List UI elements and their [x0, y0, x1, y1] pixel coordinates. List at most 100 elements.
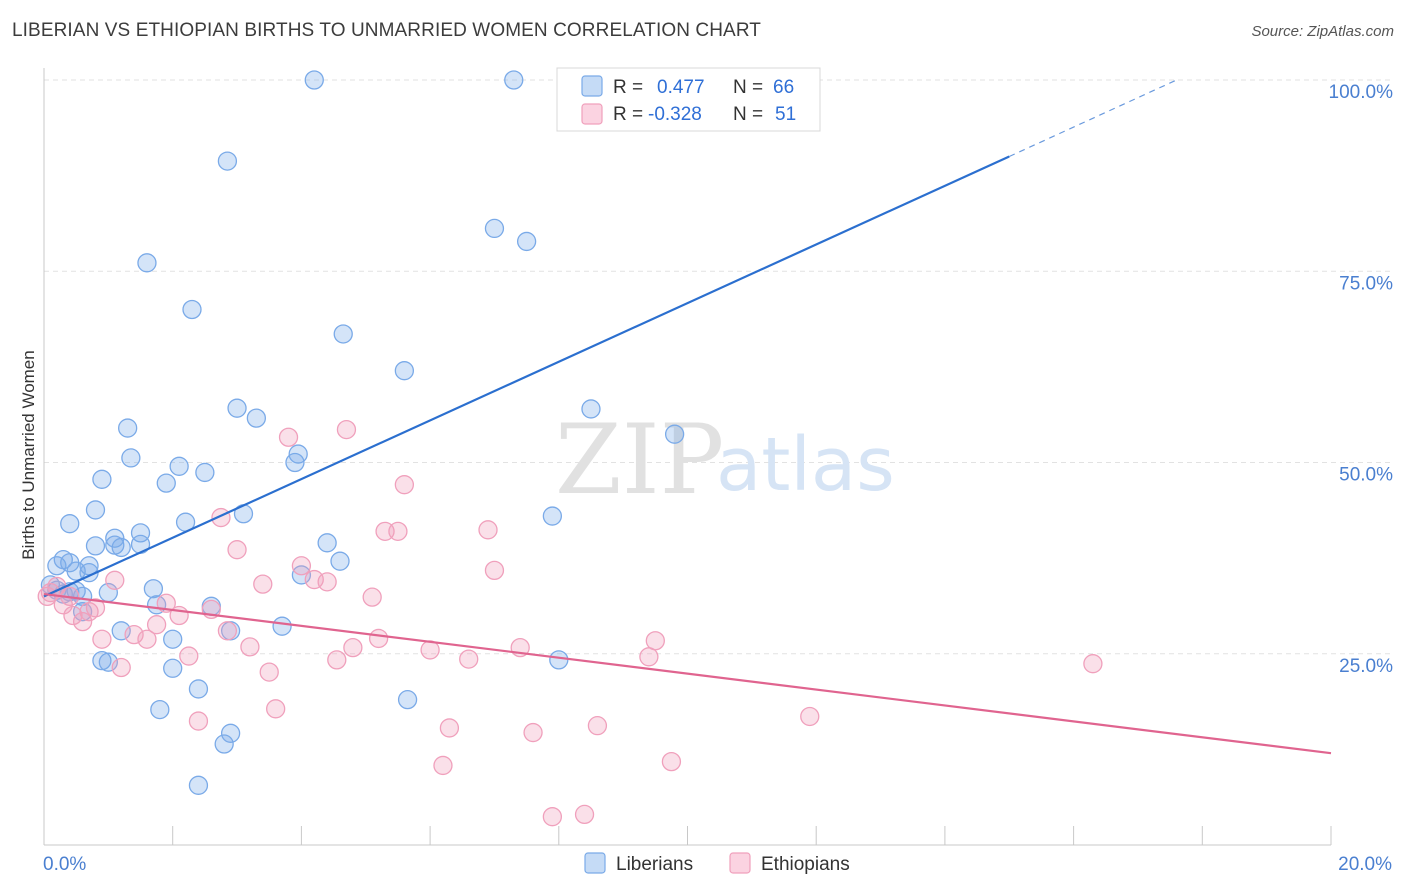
- liberians-point-32: [156, 473, 176, 493]
- legend-r-label-liberians: R =: [613, 77, 643, 98]
- liberians-point-16: [92, 469, 112, 489]
- ethiopians-point-21: [217, 621, 238, 641]
- legend-r-value-liberians: 0.477: [657, 77, 705, 98]
- liberians-point-35: [169, 456, 189, 476]
- liberians-point-23: [111, 537, 131, 558]
- liberians-trend-extension: [1009, 79, 1177, 158]
- y-axis-label: Births to Unmarried Women: [19, 350, 38, 559]
- ethiopians-point-49: [587, 716, 608, 736]
- ethiopians-point-44: [484, 560, 505, 581]
- ethiopians-point-46: [523, 722, 543, 743]
- stats-legend: R = 0.477 N = 66 R = -0.328 N = 51: [556, 67, 821, 132]
- liberians-point-49: [272, 616, 292, 636]
- ethiopians-point-22: [227, 540, 247, 560]
- liberians-point-37: [182, 299, 202, 320]
- ethiopians-point-41: [439, 718, 460, 738]
- legend-r-value-ethiopians: -0.328: [648, 104, 702, 125]
- ethiopians-point-40: [433, 755, 453, 776]
- ethiopians-point-42: [459, 649, 479, 669]
- liberians-point-56: [333, 324, 353, 344]
- bottom-legend-label-ethiopians: Ethiopians: [761, 854, 850, 875]
- liberians-point-29: [143, 579, 164, 599]
- ethiopians-point-27: [278, 427, 299, 447]
- ethiopians-point-52: [661, 751, 682, 772]
- liberians-point-15: [85, 536, 106, 556]
- liberians-point-24: [118, 418, 138, 438]
- watermark-atlas: atlas: [716, 422, 895, 508]
- ethiopians-point-38: [394, 475, 415, 495]
- watermark-zip: ZIP: [555, 404, 724, 516]
- axes: [43, 68, 1332, 846]
- liberians-point-61: [516, 231, 537, 252]
- y-tick-label-1: 50.0%: [1339, 465, 1393, 486]
- y-tick-labels: 25.0% 50.0% 75.0% 100.0%: [1329, 82, 1394, 677]
- liberians-point-58: [397, 690, 418, 710]
- liberians-point-64: [581, 399, 601, 419]
- watermark: ZIP atlas: [555, 404, 895, 516]
- data-points: [37, 70, 1103, 827]
- series-liberians: [40, 70, 685, 795]
- legend-n-label-liberians: N =: [733, 77, 763, 98]
- source-label: Source: ZipAtlas.com: [1251, 23, 1394, 40]
- ethiopians-point-28: [291, 556, 312, 576]
- y-tick-label-0: 25.0%: [1339, 656, 1393, 677]
- ethiopians-point-26: [266, 699, 286, 719]
- liberians-point-40: [195, 462, 215, 483]
- ethiopians-point-50: [639, 647, 659, 667]
- ethiopians-point-5: [63, 605, 83, 626]
- ethiopians-point-23: [240, 637, 260, 657]
- liberians-point-39: [188, 775, 209, 795]
- ethiopians-point-17: [179, 646, 199, 666]
- liberians-point-51: [288, 444, 308, 464]
- liberians-point-14: [85, 500, 106, 520]
- ethiopians-point-32: [336, 419, 357, 440]
- ethiopians-point-33: [343, 637, 363, 658]
- liberians-point-57: [394, 361, 415, 381]
- legend-n-value-ethiopians: 51: [775, 104, 796, 125]
- ethiopians-point-35: [368, 628, 389, 649]
- liberians-point-34: [163, 658, 183, 678]
- liberians-point-63: [549, 650, 569, 670]
- ethiopians-point-48: [574, 804, 595, 825]
- legend-n-label-ethiopians: N =: [733, 104, 763, 125]
- trend-lines: [43, 79, 1332, 755]
- liberians-point-59: [484, 218, 505, 239]
- liberians-point-42: [214, 734, 234, 754]
- ethiopians-point-18: [188, 711, 209, 731]
- ethiopians-point-37: [388, 521, 408, 541]
- gridlines: [44, 79, 1392, 655]
- legend-n-value-liberians: 66: [773, 77, 794, 98]
- liberians-point-33: [163, 629, 183, 649]
- liberians-point-6: [60, 514, 80, 534]
- liberians-point-38: [188, 679, 209, 699]
- ethiopians-point-47: [542, 807, 563, 827]
- liberians-point-25: [121, 448, 141, 468]
- liberians-point-65: [664, 424, 685, 444]
- ethiopians-point-11: [111, 657, 131, 678]
- x-tick-label-max: 20.0%: [1338, 854, 1392, 875]
- legend-swatch-liberians: [581, 75, 603, 97]
- liberians-point-31: [150, 699, 170, 720]
- liberians-point-48: [246, 408, 267, 428]
- x-tick-label-min: 0.0%: [43, 854, 86, 875]
- bottom-legend-label-liberians: Liberians: [616, 854, 693, 875]
- ethiopians-point-34: [362, 587, 382, 607]
- y-tick-label-2: 75.0%: [1339, 273, 1393, 294]
- ethiopians-point-25: [259, 662, 279, 682]
- ethiopians-point-8: [85, 598, 106, 618]
- liberians-point-28: [137, 253, 157, 273]
- ethiopians-point-13: [137, 629, 157, 649]
- bottom-legend: Liberians Ethiopians: [584, 852, 850, 875]
- ethiopians-point-31: [327, 650, 347, 670]
- liberians-point-17: [92, 650, 112, 671]
- chart-title: LIBERIAN VS ETHIOPIAN BIRTHS TO UNMARRIE…: [12, 20, 762, 41]
- ethiopians-trend-line: [43, 592, 1332, 755]
- series-ethiopians: [37, 419, 1103, 827]
- y-tick-label-3: 100.0%: [1329, 82, 1394, 103]
- ethiopians-point-9: [92, 629, 112, 649]
- ethiopians-point-10: [105, 570, 125, 590]
- liberians-point-46: [227, 398, 247, 418]
- ethiopians-point-6: [72, 611, 93, 632]
- liberians-point-55: [330, 551, 350, 571]
